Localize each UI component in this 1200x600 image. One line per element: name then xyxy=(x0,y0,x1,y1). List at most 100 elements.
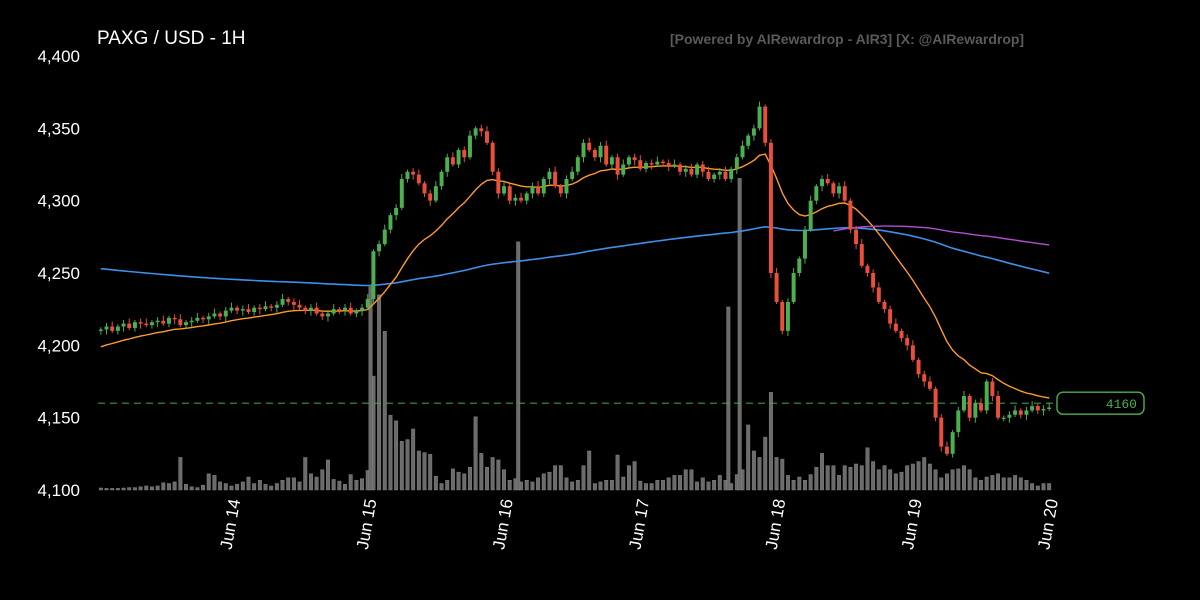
volume-bar xyxy=(502,469,506,491)
candle-body xyxy=(144,323,149,326)
volume-bar xyxy=(167,483,171,491)
x-tick-label: Jun 20 xyxy=(1034,497,1062,551)
volume-bar xyxy=(155,485,160,491)
candle-body xyxy=(797,258,802,273)
candle-body xyxy=(218,313,223,317)
candle-body xyxy=(132,322,137,328)
candle-body xyxy=(371,251,376,300)
current-price-label: 4160 xyxy=(1106,397,1137,412)
candle-body xyxy=(910,345,915,360)
volume-bar xyxy=(496,459,501,491)
candle-body xyxy=(484,131,489,143)
volume-bar xyxy=(922,457,927,491)
volume-bar xyxy=(837,475,842,491)
candle-body xyxy=(871,273,876,288)
x-tick-label: Jun 18 xyxy=(762,497,790,551)
volume-bar xyxy=(893,473,898,491)
candle-body xyxy=(422,183,427,194)
candle-body xyxy=(314,307,319,314)
candle-body xyxy=(666,163,671,166)
candle-body xyxy=(979,403,984,411)
volume-bars xyxy=(98,178,1052,491)
candle-body xyxy=(990,381,995,396)
candle-body xyxy=(570,171,575,179)
volume-bar xyxy=(604,480,609,491)
candle-body xyxy=(274,304,279,308)
volume-bar xyxy=(98,487,103,491)
volume-bar xyxy=(348,474,353,491)
candle-body xyxy=(746,135,751,146)
volume-bar xyxy=(485,467,489,491)
ma-slow-line xyxy=(100,225,1050,287)
candle-body xyxy=(700,164,705,172)
volume-bar xyxy=(865,447,870,491)
volume-bar xyxy=(433,475,438,491)
volume-bar xyxy=(944,473,949,491)
candle-body xyxy=(661,161,666,164)
volume-bar xyxy=(110,488,115,491)
volume-bar xyxy=(956,468,961,491)
candle-body xyxy=(439,171,444,187)
volume-bar xyxy=(479,453,484,491)
volume-bar xyxy=(1013,475,1018,491)
candle-body xyxy=(944,446,949,454)
candle-body xyxy=(325,313,330,317)
candle-body xyxy=(791,273,796,302)
volume-bar xyxy=(399,440,404,491)
volume-bar xyxy=(979,480,983,491)
candle-body xyxy=(223,310,228,317)
volume-bar xyxy=(377,294,382,491)
volume-bar xyxy=(530,481,535,491)
candle-body xyxy=(564,178,569,194)
candle-body xyxy=(377,244,382,252)
volume-bar xyxy=(178,457,183,491)
volume-bar xyxy=(581,465,586,491)
volume-bar xyxy=(791,480,796,491)
volume-bar xyxy=(888,469,893,491)
candle-body xyxy=(678,164,683,172)
candle-body xyxy=(98,329,103,331)
volume-bar xyxy=(274,483,279,491)
volume-bar xyxy=(121,487,126,491)
candle-body xyxy=(712,174,717,179)
candlesticks xyxy=(98,101,1052,458)
volume-bar xyxy=(149,486,154,491)
candle-body xyxy=(161,320,166,324)
volume-bar xyxy=(871,461,876,491)
candle-body xyxy=(382,229,387,245)
volume-bar xyxy=(547,471,552,491)
current-price-marker: 4160 xyxy=(98,391,1145,415)
volume-bar xyxy=(467,467,472,491)
candle-body xyxy=(939,417,944,447)
candle-body xyxy=(121,323,126,327)
volume-bar xyxy=(700,477,705,491)
candle-body xyxy=(201,317,206,320)
volume-bar xyxy=(516,241,521,491)
candle-body xyxy=(553,171,558,187)
candle-body xyxy=(127,323,132,328)
candle-body xyxy=(808,200,813,230)
candle-body xyxy=(155,320,160,323)
y-axis-labels: 4,100 4,150 4,200 4,250 4,300 4,350 4,400 xyxy=(37,47,80,500)
candle-body xyxy=(967,395,972,418)
volume-bar xyxy=(320,469,325,491)
volume-bar xyxy=(439,483,444,491)
volume-bar xyxy=(598,481,603,491)
candle-body xyxy=(859,244,864,266)
volume-bar xyxy=(609,480,614,491)
candle-body xyxy=(763,106,768,143)
volume-bar xyxy=(445,480,450,491)
candle-body xyxy=(445,157,450,172)
candle-body xyxy=(178,319,183,326)
candle-body xyxy=(689,168,694,175)
volume-bar xyxy=(428,453,433,491)
volume-bar xyxy=(212,475,217,491)
candle-body xyxy=(467,135,472,158)
volume-bar xyxy=(842,465,847,491)
candle-body xyxy=(575,157,580,172)
candle-body xyxy=(558,186,563,194)
candle-body xyxy=(723,171,728,179)
volume-bar xyxy=(507,480,512,491)
volume-bar xyxy=(127,487,132,491)
volume-bar xyxy=(717,475,722,491)
